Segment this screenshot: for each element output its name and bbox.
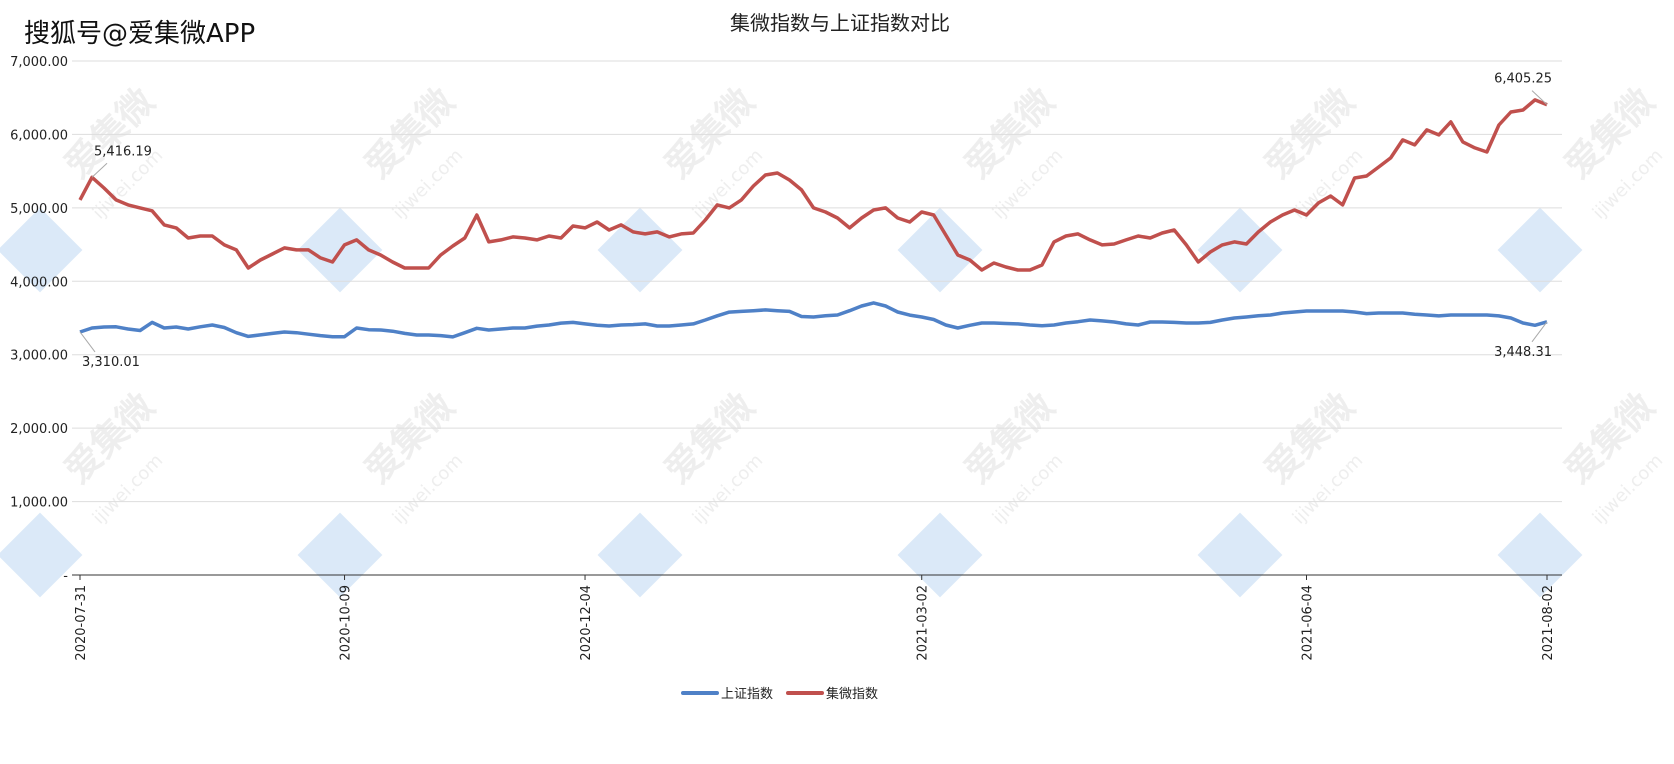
watermark-logo (897, 207, 983, 293)
series-line (78, 98, 1548, 272)
label-leader (1531, 90, 1548, 106)
y-tick-label: 4,000.00 (10, 275, 68, 290)
y-tick-label: 2,000.00 (10, 422, 68, 437)
watermark-logo (597, 512, 683, 598)
watermark-logo (897, 512, 983, 598)
watermark-logo (597, 207, 683, 293)
x-tick-label: 2020-10-09 (339, 585, 354, 661)
data-label: 6,405.25 (1494, 72, 1552, 87)
watermark-logo (1497, 207, 1583, 293)
data-label: 3,448.31 (1494, 345, 1552, 360)
data-label: 5,416.19 (94, 144, 152, 159)
legend-label: 上证指数 (721, 687, 773, 702)
watermark-logo (0, 512, 83, 598)
watermark-logo (1497, 512, 1583, 598)
watermark-logo (297, 512, 383, 598)
label-leader (1531, 321, 1548, 343)
x-tick-label: 2021-03-02 (916, 585, 931, 661)
label-leader (79, 331, 96, 353)
x-tick-label: 2020-12-04 (579, 585, 594, 661)
y-tick-label: 1,000.00 (10, 496, 68, 511)
y-tick-label: - (63, 569, 68, 584)
watermark-logo (1197, 512, 1283, 598)
y-tick-label: 6,000.00 (10, 128, 68, 143)
y-tick-label: 3,000.00 (10, 349, 68, 364)
x-tick-label: 2021-08-02 (1541, 585, 1556, 661)
y-tick-label: 5,000.00 (10, 202, 68, 217)
chart-title: 集微指数与上证指数对比 (730, 11, 950, 35)
x-tick-label: 2021-06-04 (1301, 585, 1316, 661)
watermark: 搜狐号@爱集微APP (24, 19, 255, 49)
label-leader (91, 162, 108, 178)
x-tick-label: 2020-07-31 (74, 585, 89, 661)
series-line (79, 301, 1548, 339)
data-label: 3,310.01 (82, 355, 140, 370)
y-tick-label: 7,000.00 (10, 55, 68, 70)
legend-label: 集微指数 (826, 686, 878, 702)
